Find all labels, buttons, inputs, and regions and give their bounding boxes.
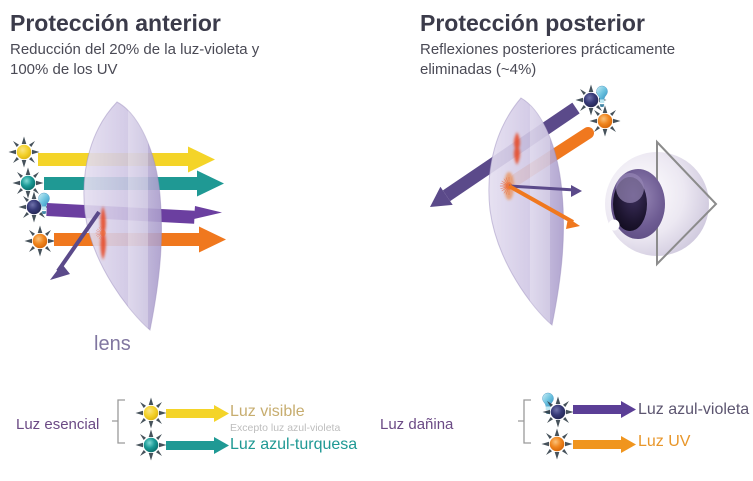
svg-text:lens: lens — [94, 333, 131, 355]
